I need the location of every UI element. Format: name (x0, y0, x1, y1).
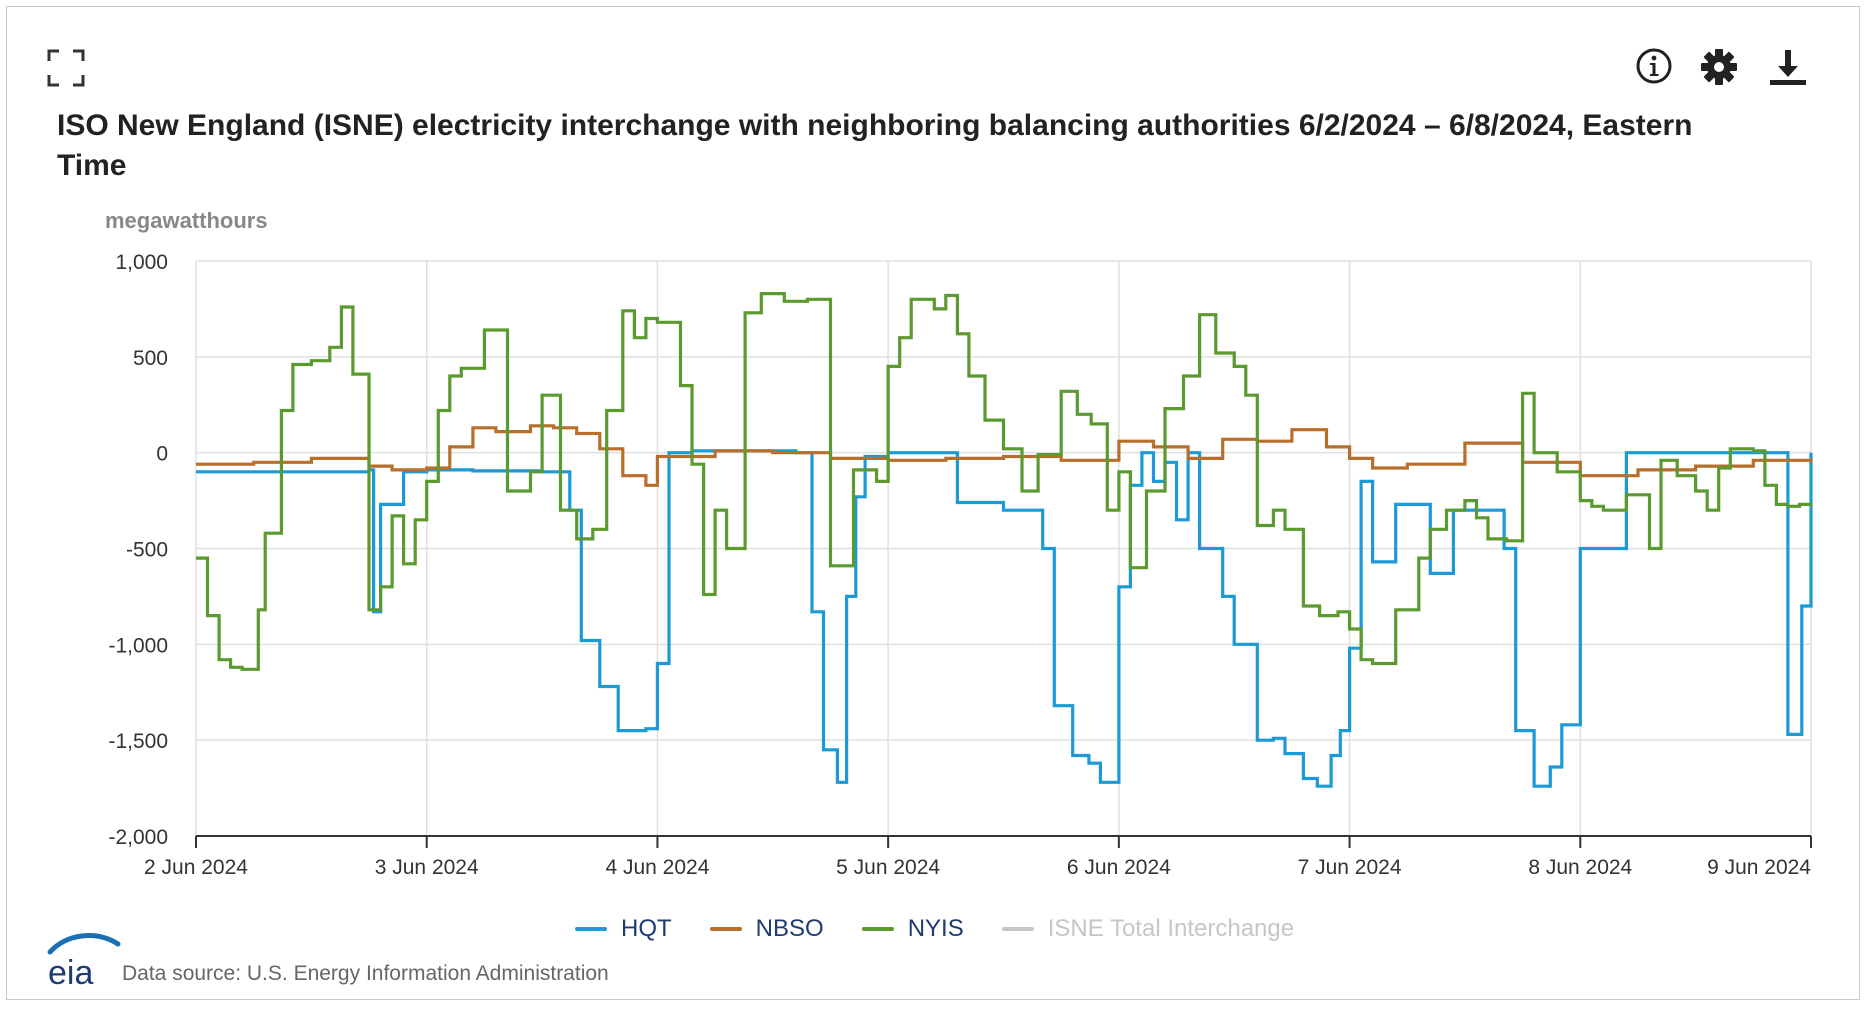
x-tick-label: 9 Jun 2024 (1707, 856, 1811, 879)
series-line-hqt (196, 449, 1813, 788)
legend-swatch (861, 927, 894, 931)
series-line-nbso (196, 424, 1813, 487)
legend: HQT NBSO NYIS ISNE Total Interchange (575, 912, 1294, 946)
gear-icon[interactable] (1700, 48, 1738, 86)
x-tick-label: 7 Jun 2024 (1298, 856, 1402, 879)
legend-item-hqt[interactable]: HQT (575, 915, 672, 943)
legend-item-isne-total-interchange[interactable]: ISNE Total Interchange (1001, 915, 1295, 943)
x-tick-label: 5 Jun 2024 (836, 856, 940, 879)
chart-title: ISO New England (ISNE) electricity inter… (57, 109, 1693, 182)
y-tick-label: 500 (133, 347, 168, 370)
x-tick-label: 6 Jun 2024 (1067, 856, 1171, 879)
legend-label: HQT (621, 915, 672, 942)
y-tick-label: -1,000 (108, 634, 168, 657)
y-tick-label: 0 (156, 443, 168, 466)
series-line-nyis (196, 292, 1813, 671)
y-tick-label: 1,000 (115, 251, 168, 274)
eia-logo: eia (47, 933, 121, 988)
x-tick-label: 2 Jun 2024 (144, 856, 248, 879)
chart-container (6, 6, 1860, 1000)
legend-item-nbso[interactable]: NBSO (709, 915, 824, 943)
legend-label: ISNE Total Interchange (1047, 915, 1295, 942)
legend-label: NBSO (755, 915, 824, 942)
y-tick-label: -500 (126, 539, 168, 562)
y-tick-label: -2,000 (108, 826, 168, 849)
download-icon[interactable] (1768, 48, 1808, 86)
x-tick-label: 8 Jun 2024 (1528, 856, 1632, 879)
x-tick-label: 3 Jun 2024 (375, 856, 479, 879)
data-source-note: Data source: U.S. Energy Information Adm… (122, 962, 609, 985)
y-axis-unit-label: megawatthours (105, 208, 268, 233)
info-icon[interactable] (1636, 48, 1672, 84)
legend-label: NYIS (907, 915, 964, 942)
x-tick-label: 4 Jun 2024 (605, 856, 709, 879)
y-tick-label: -1,500 (108, 730, 168, 753)
legend-item-nyis[interactable]: NYIS (861, 915, 964, 943)
expand-icon[interactable] (46, 48, 86, 88)
legend-swatch (575, 927, 607, 931)
legend-swatch (1001, 927, 1034, 931)
legend-swatch (709, 927, 742, 931)
svg-text:eia: eia (48, 954, 93, 988)
